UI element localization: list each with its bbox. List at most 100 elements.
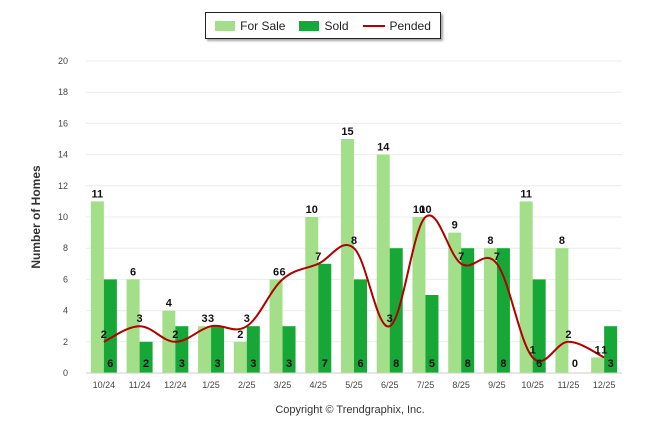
bar-for-sale[interactable] [162, 310, 176, 373]
copyright-text: Copyright © Trendgraphix, Inc. [275, 404, 424, 416]
bar-sold[interactable] [425, 295, 439, 373]
y-tick-label: 4 [63, 306, 68, 316]
label-pended: 8 [351, 235, 357, 247]
label-sold: 6 [357, 358, 363, 370]
bar-sold[interactable] [354, 279, 367, 373]
label-sold: 7 [322, 358, 328, 370]
label-sold: 6 [107, 358, 113, 370]
x-tick-label: 9/25 [488, 380, 506, 390]
label-sold: 3 [179, 358, 185, 370]
x-tick-label: 4/25 [310, 380, 328, 390]
label-for-sale: 11 [92, 188, 104, 200]
bar-for-sale[interactable] [341, 139, 354, 373]
bar-sold[interactable] [604, 326, 618, 373]
bar-sold[interactable] [139, 341, 153, 373]
y-tick-label: 10 [58, 212, 68, 222]
label-for-sale: 14 [377, 142, 390, 154]
bar-for-sale[interactable] [448, 232, 462, 373]
bar-for-sale[interactable] [269, 279, 283, 373]
data-labels: 1162623432333233636107715681483105109878… [92, 126, 614, 370]
label-pended: 3 [244, 313, 250, 325]
bar-for-sale[interactable] [90, 201, 104, 373]
bar-for-sale[interactable] [126, 279, 140, 373]
label-pended: 6 [279, 266, 285, 278]
label-for-sale: 6 [130, 266, 136, 278]
x-tick-label: 12/25 [593, 380, 616, 390]
x-tick-label: 10/24 [93, 380, 116, 390]
x-tick-label: 6/25 [381, 380, 399, 390]
bar-sold[interactable] [103, 279, 117, 373]
y-tick-label: 14 [58, 150, 68, 160]
label-for-sale: 10 [413, 204, 425, 216]
label-sold: 8 [500, 358, 506, 370]
label-sold: 8 [465, 358, 471, 370]
label-for-sale: 4 [166, 298, 173, 310]
pended-line[interactable] [103, 214, 605, 362]
bar-sold[interactable] [246, 326, 260, 373]
label-pended: 7 [315, 251, 321, 263]
label-pended: 2 [172, 329, 178, 341]
bar-sold[interactable] [282, 326, 296, 373]
label-for-sale: 1 [595, 344, 601, 356]
bar-sold[interactable] [318, 263, 332, 373]
bar-sold[interactable] [175, 326, 189, 373]
label-pended: 7 [458, 251, 464, 263]
x-tick-label: 2/25 [238, 380, 256, 390]
legend-label-pended: Pended [389, 18, 431, 33]
label-for-sale: 3 [202, 313, 208, 325]
bar-for-sale[interactable] [483, 248, 497, 373]
y-tick-label: 16 [58, 118, 68, 128]
x-tick-label: 3/25 [274, 380, 292, 390]
y-axis-ticks: 0 2 4 6 8 10 12 14 16 18 20 [58, 56, 68, 378]
bar-for-sale[interactable] [376, 154, 390, 373]
bar-sold[interactable] [211, 326, 225, 373]
label-pended: 7 [494, 251, 500, 263]
label-for-sale: 8 [559, 235, 565, 247]
legend-label-sold: Sold [324, 18, 349, 33]
bar-for-sale[interactable] [412, 217, 426, 373]
x-tick-label: 7/25 [417, 380, 435, 390]
legend-swatch-for-sale [215, 20, 236, 31]
legend-item-for-sale[interactable]: For Sale [215, 19, 285, 33]
bar-for-sale[interactable] [591, 357, 605, 373]
bar-for-sale[interactable] [519, 201, 533, 373]
label-pended: 1 [530, 344, 536, 356]
bar-sold[interactable] [389, 248, 403, 373]
x-tick-label: 11/25 [557, 380, 579, 390]
label-sold: 8 [393, 358, 399, 370]
label-for-sale: 6 [273, 266, 279, 278]
label-pended: 2 [565, 329, 571, 341]
y-tick-label: 0 [63, 368, 68, 378]
x-tick-label: 10/25 [521, 380, 544, 390]
label-sold: 3 [250, 358, 256, 370]
bar-for-sale[interactable] [555, 248, 569, 373]
y-tick-label: 8 [63, 243, 68, 253]
bar-sold[interactable] [496, 248, 510, 373]
legend-label-for-sale: For Sale [240, 18, 286, 33]
label-for-sale: 8 [487, 235, 493, 247]
label-sold: 3 [286, 358, 292, 370]
bar-for-sale[interactable] [198, 326, 212, 373]
bar-sold[interactable] [461, 248, 475, 373]
x-tick-label: 1/25 [202, 380, 220, 390]
legend-swatch-sold [299, 20, 320, 31]
label-for-sale: 2 [237, 329, 243, 341]
x-tick-label: 5/25 [345, 380, 363, 390]
bar-for-sale[interactable] [305, 217, 319, 373]
label-pended: 3 [137, 313, 143, 325]
legend-item-pended[interactable]: Pended [362, 18, 431, 33]
y-tick-label: 12 [58, 181, 68, 191]
y-tick-label: 6 [63, 274, 68, 284]
bar-sold[interactable] [532, 279, 546, 373]
label-pended: 1 [601, 344, 607, 356]
legend-item-sold[interactable]: Sold [299, 18, 349, 33]
bar-for-sale[interactable] [233, 341, 247, 373]
label-pended: 3 [387, 313, 393, 325]
label-sold: 0 [572, 358, 578, 370]
label-sold: 5 [429, 358, 435, 370]
label-pended: 10 [419, 204, 431, 216]
label-pended: 3 [208, 313, 214, 325]
x-axis-ticks: 10/24 11/24 12/24 1/25 2/25 3/25 4/25 5/25 6/25 7… [93, 380, 616, 390]
x-tick-label: 12/24 [164, 380, 187, 390]
